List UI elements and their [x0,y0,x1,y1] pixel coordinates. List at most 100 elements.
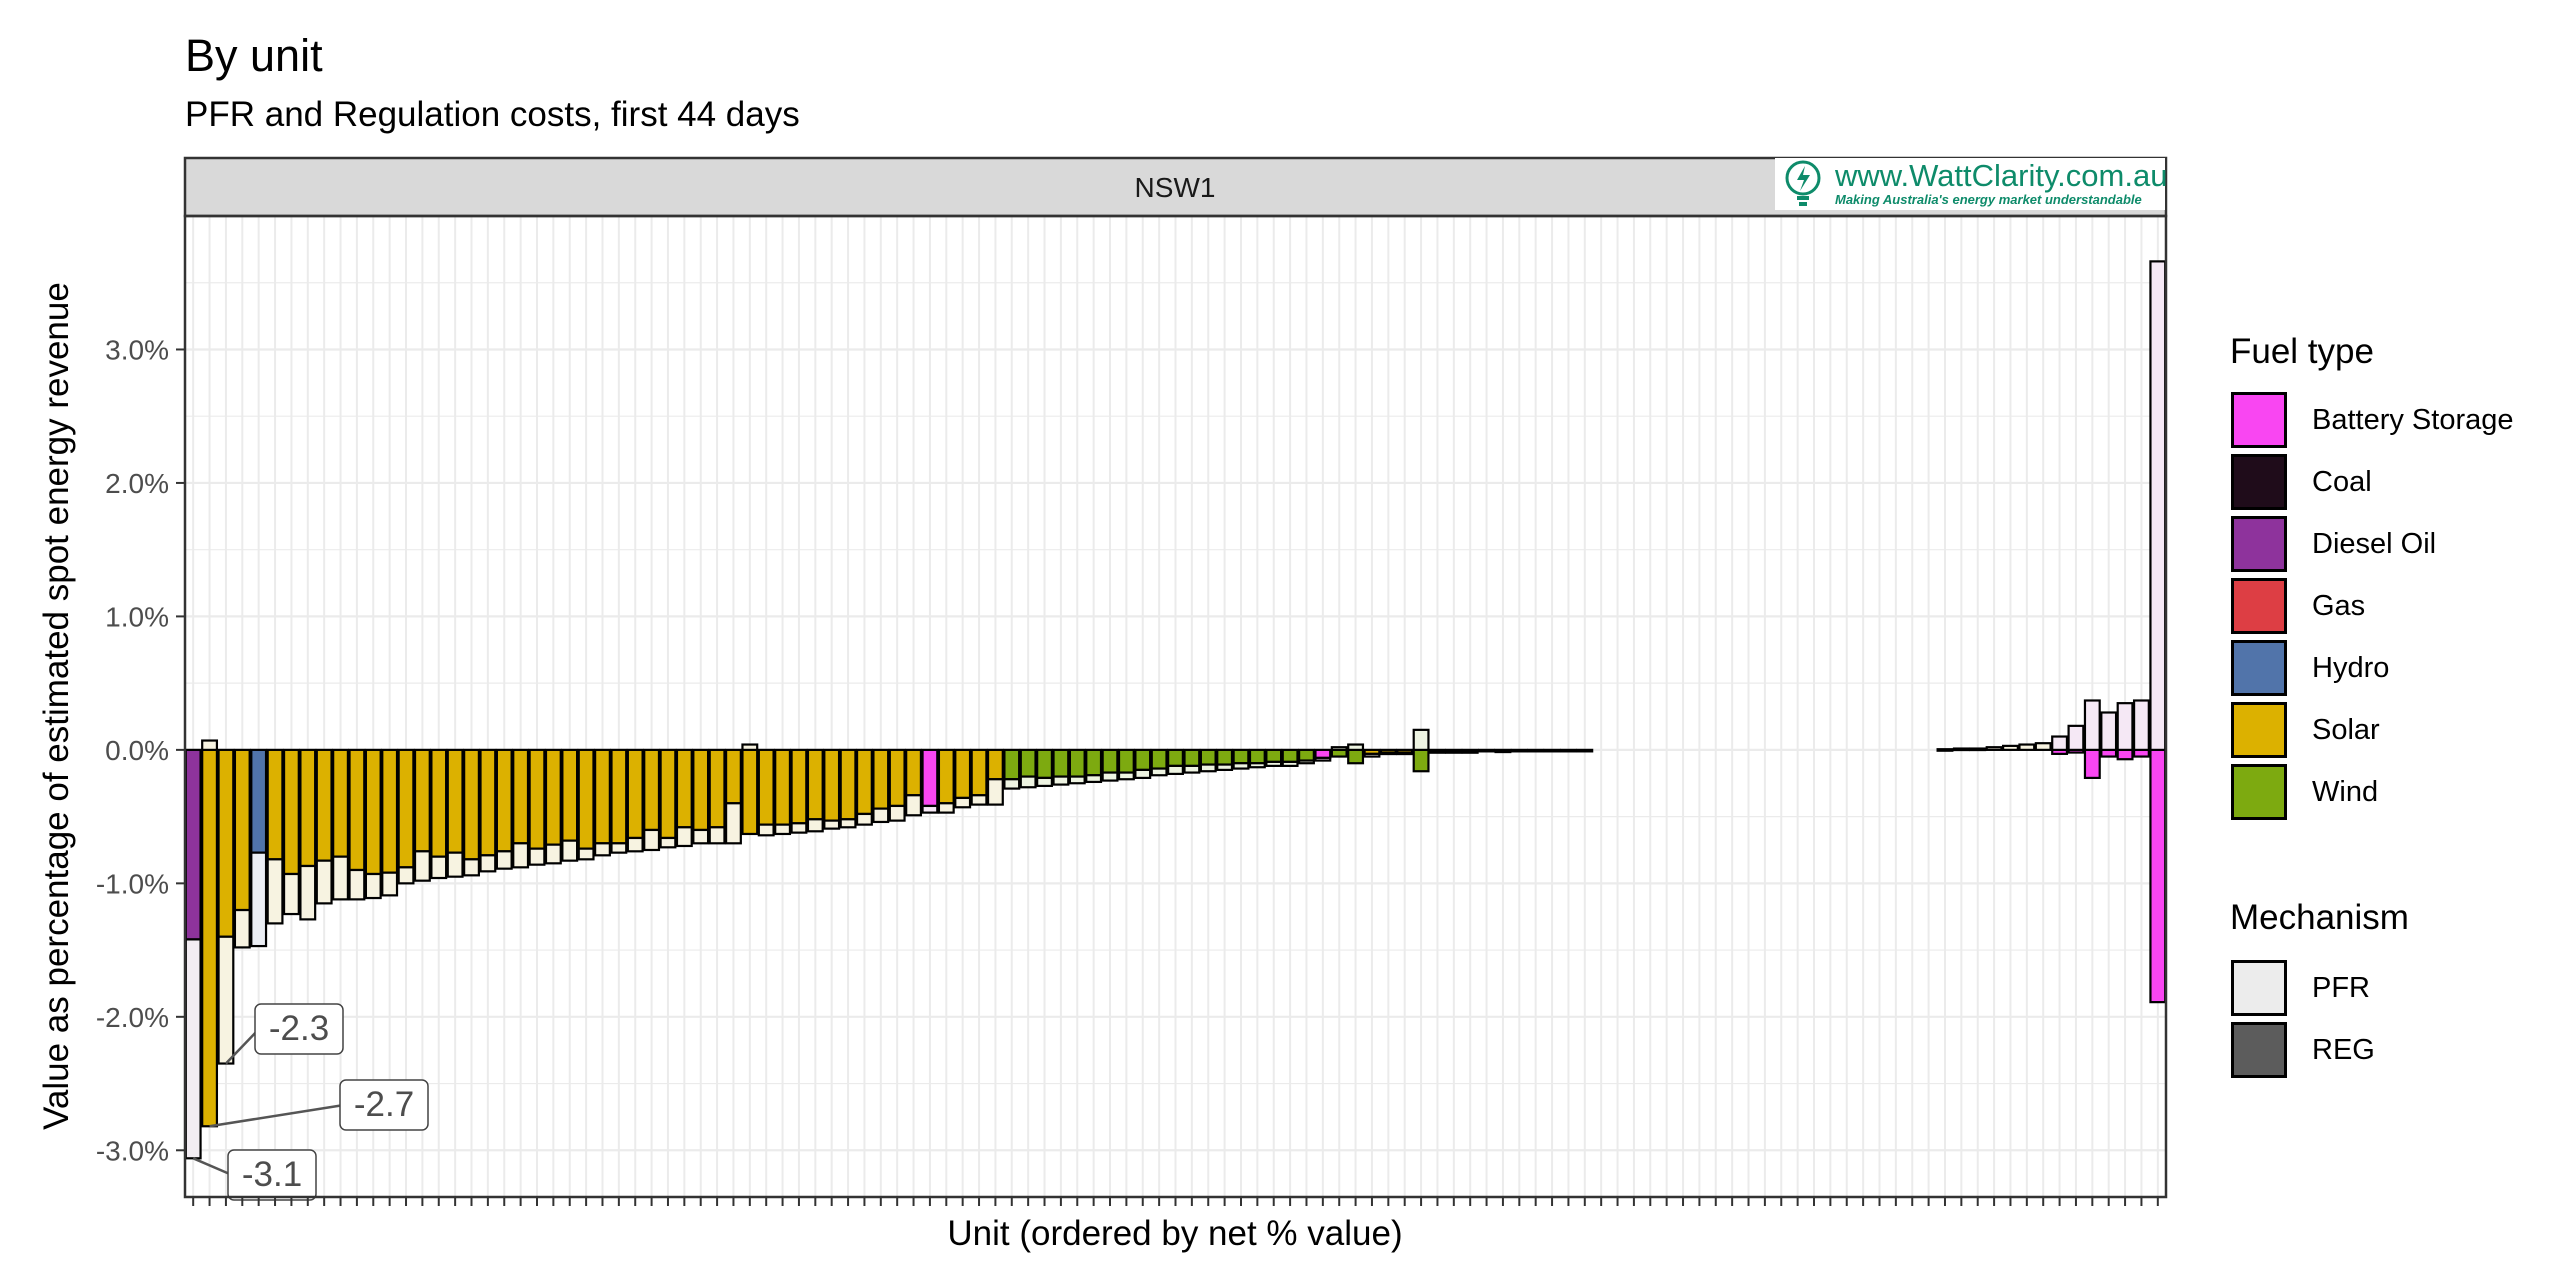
bar-pfr-unit-6 [266,858,284,925]
bar-reg-unit-49 [970,748,988,797]
bar-pfr-unit-21 [512,842,530,869]
bar-pfr-unit-62 [1183,764,1201,774]
bar-pfr-unit-14 [397,866,415,885]
bar-pfr-unit-16 [430,855,448,880]
bar-pfr-unit-18 [463,858,480,877]
bar-reg-unit-31 [675,748,693,829]
bar-reg-unit-85 [1559,748,1577,753]
bar-reg-unit-12 [364,748,382,876]
bar-reg-unit-48 [954,748,972,800]
bar-reg-unit-14 [397,748,415,869]
bar-reg-unit-55 [1068,748,1086,778]
bar-reg-unit-84 [1543,748,1561,753]
bar-pfr-unit-67 [1265,760,1283,767]
annotation-box [254,1003,344,1055]
legend-label-mechanism: REG [2312,1034,2375,1066]
bar-reg-unit-83 [1527,748,1545,753]
bar-pfr-unit-72 [1347,743,1365,751]
annotation-label: -3.1 [242,1155,302,1194]
bar-reg-unit-6 [266,748,284,861]
bar-reg-unit-62 [1183,748,1201,767]
legend-key-mechanism [2231,1022,2287,1078]
bar-reg-unit-67 [1265,748,1283,763]
bar-pfr-unit-34 [724,802,742,845]
bar-pfr-unit-31 [675,826,693,848]
bar-reg-unit-41 [839,748,857,821]
bar-reg-unit-51 [1003,748,1021,781]
bar-pfr-unit-3 [217,935,235,1065]
legend-label-fuel: Diesel Oil [2312,528,2437,560]
chart-title: By unit [185,30,323,81]
bar-pfr-unit-46 [921,804,939,814]
y-tick-label: 1.0% [105,601,169,632]
bar-reg-unit-13 [381,748,399,874]
bar-reg-unit-34 [724,748,742,805]
bar-reg-unit-70 [1314,748,1332,759]
wattclarity-logo: www.WattClarity.com.au Making Australia'… [1775,158,2167,210]
bar-reg-unit-45 [905,748,923,797]
bar-pfr-unit-116 [2067,724,2085,751]
bar-pfr-unit-39 [806,818,824,833]
annotation-box [227,1149,317,1201]
legend-label-fuel: Solar [2312,714,2380,746]
grid-layer [185,216,2166,1197]
bar-pfr-unit-48 [954,796,972,809]
axis-layer: -3.0% -2.0% -1.0% 0.0% 1.0% 2.0% 3.0% [96,334,2159,1206]
bar-pfr-unit-13 [381,871,399,897]
bar-reg-unit-18 [463,748,480,861]
annotation-leader [209,1103,345,1128]
legend-label-mechanism: PFR [2312,972,2370,1004]
bar-reg-unit-119 [2116,748,2134,761]
bar-pfr-unit-4 [233,908,251,949]
bar-reg-unit-46 [921,748,939,808]
bar-pfr-unit-66 [1248,762,1266,769]
bar-reg-unit-19 [479,748,497,857]
bar-pfr-unit-115 [2051,735,2069,751]
annotation-layer: -3.1 -2.7 -2.3 [192,1003,429,1201]
legend-label-fuel: Hydro [2312,652,2390,684]
bar-reg-unit-40 [823,748,841,822]
bar-pfr-unit-1 [184,938,202,1160]
bar-pfr-unit-56 [1085,774,1103,784]
bar-pfr-unit-110 [1969,747,1987,752]
bar-reg-unit-63 [1199,748,1217,766]
bar-reg-unit-30 [659,748,677,840]
legend-key-fuel [2231,764,2287,820]
bar-reg-unit-60 [1150,748,1168,770]
bar-reg-unit-53 [1036,748,1053,780]
bar-pfr-unit-23 [544,843,562,865]
bar-pfr-unit-69 [1298,759,1315,765]
bar-reg-unit-3 [217,748,235,938]
legend-key-fuel [2231,454,2287,510]
legend-label-fuel: Battery Storage [2312,404,2514,436]
bar-reg-unit-16 [430,748,448,858]
bar-pfr-unit-47 [937,802,955,814]
bar-reg-unit-28 [626,748,644,840]
chart-subtitle: PFR and Regulation costs, first 44 days [185,95,800,134]
bar-reg-unit-42 [855,748,873,816]
bar-pfr-unit-112 [2001,744,2019,751]
bar-pfr-unit-109 [1952,747,1970,752]
bar-pfr-unit-12 [364,872,382,900]
bar-reg-unit-36 [757,748,775,826]
bar-reg-unit-4 [233,748,251,912]
bar-pfr-unit-10 [332,855,350,901]
legend-key-fuel [2231,640,2287,696]
bar-reg-unit-80 [1478,748,1496,753]
bar-reg-unit-24 [561,748,579,842]
bar-pfr-unit-7 [282,872,300,916]
bar-pfr-unit-32 [692,828,710,845]
bar-pfr-unit-111 [1985,746,2003,751]
bar-pfr-unit-78 [1445,750,1463,754]
bar-pfr-unit-27 [610,842,628,854]
bar-reg-unit-76 [1412,748,1430,773]
bar-reg-unit-20 [495,748,513,853]
bar-reg-unit-23 [544,748,562,846]
bar-reg-unit-121 [2149,748,2167,1004]
bar-pfr-unit-9 [315,859,333,905]
bar-pfr-unit-28 [626,836,644,853]
legend-label-fuel: Gas [2312,590,2366,622]
bar-reg-unit-64 [1216,748,1234,766]
y-tick-label: 3.0% [105,334,169,365]
bar-reg-unit-47 [937,748,955,805]
